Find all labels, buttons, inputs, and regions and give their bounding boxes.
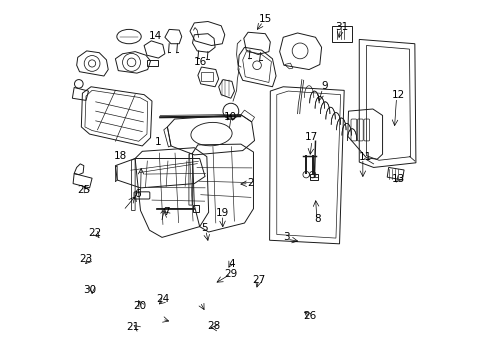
Text: 29: 29	[224, 269, 237, 279]
Text: 2: 2	[247, 178, 254, 188]
Text: 5: 5	[201, 224, 207, 233]
Text: 6: 6	[134, 189, 141, 199]
Text: 26: 26	[303, 311, 316, 320]
Text: 30: 30	[83, 285, 96, 296]
Text: 19: 19	[215, 208, 228, 218]
Text: 13: 13	[391, 174, 405, 184]
Text: 16: 16	[193, 57, 206, 67]
Text: 21: 21	[126, 322, 140, 332]
Text: 17: 17	[304, 132, 317, 142]
Text: 24: 24	[156, 294, 169, 304]
Text: 23: 23	[79, 254, 92, 264]
Text: 28: 28	[206, 321, 220, 331]
Bar	[201, 72, 212, 81]
Text: 10: 10	[224, 112, 237, 122]
Text: 7: 7	[163, 207, 169, 217]
Text: 14: 14	[149, 31, 162, 41]
Text: 4: 4	[228, 259, 235, 269]
Text: 22: 22	[88, 228, 101, 238]
Bar	[192, 205, 199, 212]
Text: 3: 3	[283, 232, 289, 242]
Text: 8: 8	[314, 214, 320, 224]
Text: 25: 25	[77, 185, 90, 195]
Bar	[147, 59, 158, 66]
Bar	[310, 174, 318, 180]
Text: 12: 12	[391, 90, 405, 100]
Text: 31: 31	[335, 22, 348, 32]
Text: 9: 9	[321, 81, 327, 91]
Text: 15: 15	[258, 14, 271, 24]
Text: 11: 11	[358, 152, 371, 162]
Text: 20: 20	[133, 301, 146, 311]
Text: 18: 18	[114, 150, 127, 161]
Text: 1: 1	[155, 138, 162, 147]
Text: 27: 27	[252, 275, 265, 285]
